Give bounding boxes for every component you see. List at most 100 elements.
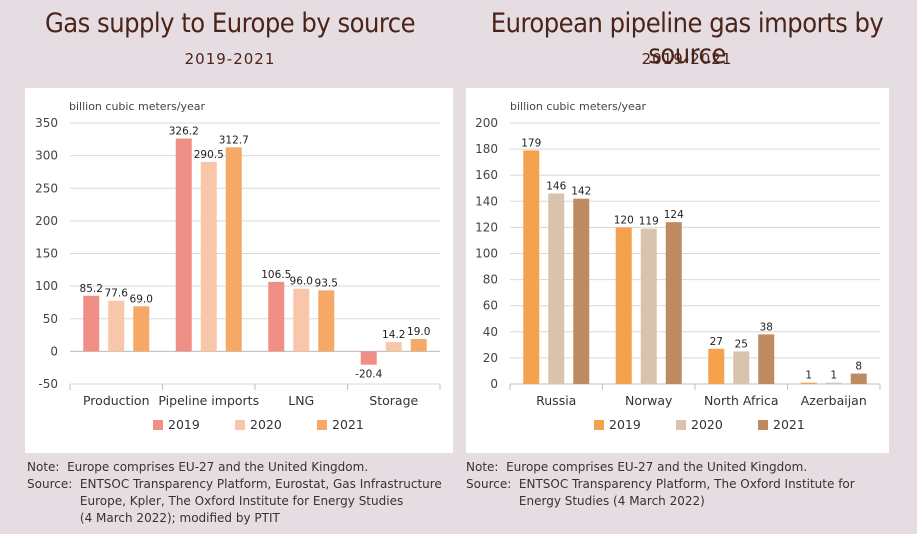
x-tick-label: Pipeline imports [158,393,259,408]
y-tick-label: 120 [475,220,498,234]
y-axis-title: billion cubic meters/year [69,100,206,113]
bar [758,334,775,384]
bar [573,198,590,384]
legend-label: 2020 [250,417,282,432]
x-tick-label: Russia [536,393,576,408]
chart-area-left: billion cubic meters/year -50 0 50 100 150 200… [25,88,453,453]
y-tick-label: 60 [483,299,498,313]
x-tick-label: Azerbaijan [801,393,867,408]
x-tick-label: North Africa [704,393,779,408]
y-tick-label: 80 [483,273,498,287]
data-label: 290.5 [194,149,224,161]
data-label: 179 [521,137,541,149]
bar [293,288,310,352]
source-line: ENTSOC Transparency Platform, Eurostat, … [79,477,442,491]
data-label: 77.6 [105,288,129,300]
legend-swatch [676,420,686,430]
chart-area-right: billion cubic meters/year 0 20 40 60 80 100 120… [466,88,889,453]
data-label: 38 [760,321,773,333]
data-label: 69.0 [130,293,153,305]
bar [133,306,150,352]
note-block-left: Note: Europe comprises EU-27 and the Uni… [27,459,457,527]
bar [548,193,565,384]
bar [615,227,632,384]
legend-label: 2020 [691,417,723,432]
data-label: 312.7 [219,134,249,146]
y-tick-label: 100 [475,247,498,261]
legend-label: 2021 [332,417,364,432]
legend-swatch [594,420,604,430]
note-block-right: Note: Europe comprises EU-27 and the Uni… [466,459,906,510]
chart-svg-right: billion cubic meters/year020406080100120… [475,100,881,432]
y-tick-label: 160 [475,168,498,182]
data-label: 27 [710,336,723,348]
legend-label: 2019 [609,417,641,432]
y-tick-label: 50 [43,312,58,326]
x-tick-label: Production [83,393,150,408]
data-label: 106.5 [261,269,291,281]
y-tick-label: 0 [490,377,498,391]
source-line: ENTSOC Transparency Platform, The Oxford… [518,477,855,491]
data-label: 14.2 [382,329,405,341]
chart-svg-left: billion cubic meters/year -50 0 50 100 150 200… [35,100,441,432]
bar [225,147,242,352]
bar [83,295,100,352]
bar [640,228,657,384]
data-label: 124 [664,209,684,221]
y-tick-label: 200 [35,214,58,228]
y-tick-label: 0 [50,344,58,358]
data-label: 146 [546,180,566,192]
y-tick-label: 20 [483,351,498,365]
data-label: 142 [571,186,591,198]
chart-subtitle-left: 2019-2021 [184,50,276,68]
note-text: Europe comprises EU-27 and the United Ki… [67,460,369,474]
source-label: Source: [466,477,512,491]
bar [410,338,427,352]
bar [318,290,335,352]
data-label: 25 [735,338,748,350]
chart-title-right: European pipeline gas imports by source [490,8,884,70]
bar [800,382,817,384]
bar [665,222,682,384]
bar [385,342,402,352]
x-tick-label: Storage [369,393,418,408]
data-label: 85.2 [80,283,103,295]
y-tick-label: 180 [475,142,498,156]
source-line: Europe, Kpler, The Oxford Institute for … [79,494,404,508]
legend-label: 2021 [773,417,805,432]
bar [708,348,725,384]
legend-swatch [153,420,163,430]
y-tick-label: 150 [35,247,58,261]
bar [200,161,217,352]
data-label: 93.5 [315,277,338,289]
legend-swatch [317,420,327,430]
y-tick-label: 100 [35,279,58,293]
data-label: 1 [805,370,812,382]
bar [268,281,285,352]
legend-label: 2019 [168,417,200,432]
data-label: -20.4 [355,369,382,381]
chart-subtitle-right: 2019-2021 [641,50,733,68]
source-label: Source: [27,477,73,491]
note-text: Europe comprises EU-27 and the United Ki… [506,460,808,474]
bar [108,300,125,352]
bar [523,150,540,384]
note-label: Note: [466,460,499,474]
y-tick-label: 250 [35,181,58,195]
source-line: Energy Studies (4 March 2022) [518,494,705,508]
chart-title-left: Gas supply to Europe by source [44,8,416,39]
data-label: 1 [830,370,837,382]
bar [733,351,750,384]
y-tick-label: 200 [475,116,498,130]
data-label: 119 [639,216,659,228]
y-tick-label: 40 [483,325,498,339]
data-label: 326.2 [169,126,199,138]
bar [825,382,842,384]
legend-swatch [235,420,245,430]
data-label: 120 [614,214,634,226]
y-tick-label: -50 [38,377,58,391]
y-tick-label: 350 [35,116,58,130]
y-axis-title: billion cubic meters/year [510,100,647,113]
data-label: 8 [855,361,862,373]
bar [850,373,867,384]
